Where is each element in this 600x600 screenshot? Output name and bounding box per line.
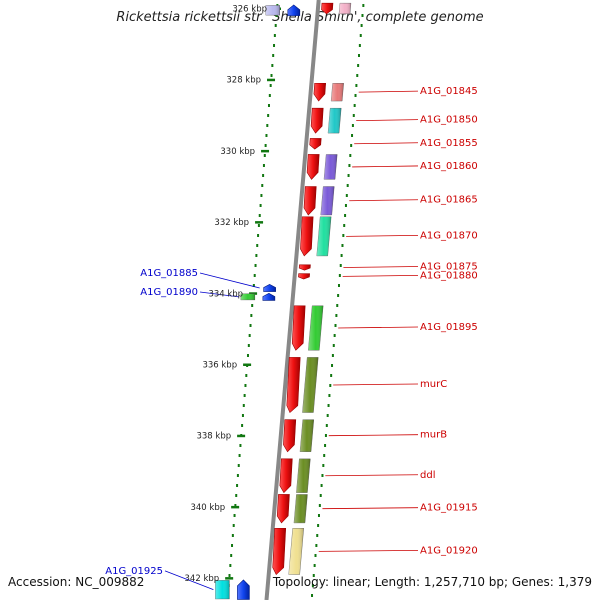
tick-label-342: 342 kbp: [185, 574, 220, 584]
gene-label-a1g-01895[interactable]: A1G_01895: [420, 322, 478, 333]
tick-label-332: 332 kbp: [214, 218, 249, 228]
map-title: Rickettsia rickettsii str. 'Sheila Smith…: [116, 10, 484, 25]
tick-label-328: 328 kbp: [226, 76, 261, 86]
genome-backbone: [264, 0, 321, 600]
tick-mark-334: [249, 292, 258, 295]
gene-murb[interactable]: [283, 419, 315, 453]
leader-a1g-01875: [343, 266, 419, 268]
gene-a1g-01890[interactable]: [240, 292, 276, 301]
tick-mark-342: [225, 577, 234, 580]
gene-a1g-01875[interactable]: [298, 264, 311, 271]
gene-label-a1g-01850[interactable]: A1G_01850: [420, 115, 478, 126]
tick-label-326: 326 kbp: [232, 5, 267, 15]
tick-mark-328: [267, 78, 276, 82]
tick-label-330: 330 kbp: [220, 147, 255, 157]
leader-a1g-01925: [164, 570, 214, 591]
genome-summary: Topology: linear; Length: 1,257,710 bp; …: [272, 575, 592, 589]
leader-a1g-01890: [199, 291, 239, 298]
leader-murb: [328, 434, 419, 437]
gene-label-a1g-01865[interactable]: A1G_01865: [420, 195, 478, 206]
leader-a1g-01845: [358, 90, 419, 93]
gene-a1g-01915[interactable]: [276, 494, 308, 524]
tick-mark-330: [261, 149, 270, 153]
leader-a1g-01850: [356, 119, 419, 122]
gene-label-a1g-01880[interactable]: A1G_01880: [420, 270, 478, 281]
leader-a1g-01865: [349, 199, 419, 202]
gene-murc[interactable]: [286, 357, 319, 414]
tick-label-340: 340 kbp: [190, 503, 225, 513]
gene-a1g-01845[interactable]: [313, 82, 344, 102]
gene-a1g-01855[interactable]: [309, 138, 322, 150]
tick-mark-332: [255, 221, 264, 224]
gene-a1g-01880[interactable]: [298, 273, 310, 280]
tick-label-338: 338 kbp: [196, 432, 231, 442]
gene-label-a1g-01885[interactable]: A1G_01885: [140, 268, 198, 279]
gene-label-a1g-01890[interactable]: A1G_01890: [140, 287, 198, 298]
gene-label-a1g-01925[interactable]: A1G_01925: [105, 566, 163, 577]
gene-label-murb[interactable]: murB: [420, 430, 447, 441]
leader-a1g-01855: [354, 142, 419, 145]
gene-a1g-01860[interactable]: [306, 154, 338, 180]
leader-a1g-01870: [346, 234, 419, 237]
gene-a1g-01870[interactable]: [300, 216, 332, 257]
gene-label-a1g-01860[interactable]: A1G_01860: [420, 161, 478, 172]
tick-mark-338: [237, 434, 246, 438]
gene-a1g-01925[interactable]: [215, 579, 250, 600]
gene-label-murc[interactable]: murC: [420, 379, 447, 390]
tick-label-334: 334 kbp: [208, 289, 243, 299]
gene-a1g-01865[interactable]: [303, 186, 335, 216]
gene-label-a1g-01915[interactable]: A1G_01915: [420, 503, 478, 514]
leader-murc: [333, 383, 419, 386]
leader-a1g-01915: [322, 507, 419, 510]
gene-a1g-01850[interactable]: [310, 107, 342, 134]
forward-guide-dots: [311, 4, 365, 597]
gene-label-a1g-01845[interactable]: A1G_01845: [420, 86, 478, 97]
gene-a1g-01885[interactable]: [263, 284, 276, 292]
gene-label-ddl[interactable]: ddl: [420, 470, 435, 481]
tick-label-336: 336 kbp: [202, 361, 237, 371]
leader-a1g-01880: [342, 274, 419, 277]
gene-unlabeled-1[interactable]: [265, 4, 301, 16]
gene-label-a1g-01855[interactable]: A1G_01855: [420, 138, 478, 149]
leader-a1g-01920: [318, 550, 419, 552]
gene-label-a1g-01875[interactable]: A1G_01875: [420, 261, 478, 272]
gene-a1g-01895[interactable]: [291, 305, 324, 351]
gene-label-a1g-01920[interactable]: A1G_01920: [420, 545, 478, 556]
gene-label-a1g-01870[interactable]: A1G_01870: [420, 230, 478, 241]
tick-mark-340: [231, 505, 240, 509]
gene-unlabeled-0[interactable]: [321, 2, 352, 15]
gene-ddl[interactable]: [279, 458, 311, 494]
tick-mark-336: [243, 363, 252, 366]
leader-a1g-01895: [338, 326, 419, 329]
leader-ddl: [325, 474, 419, 477]
gene-a1g-01920[interactable]: [272, 527, 304, 576]
leader-a1g-01885: [199, 272, 260, 289]
accession-text: Accession: NC_009882: [8, 575, 145, 589]
leader-a1g-01860: [352, 165, 419, 168]
